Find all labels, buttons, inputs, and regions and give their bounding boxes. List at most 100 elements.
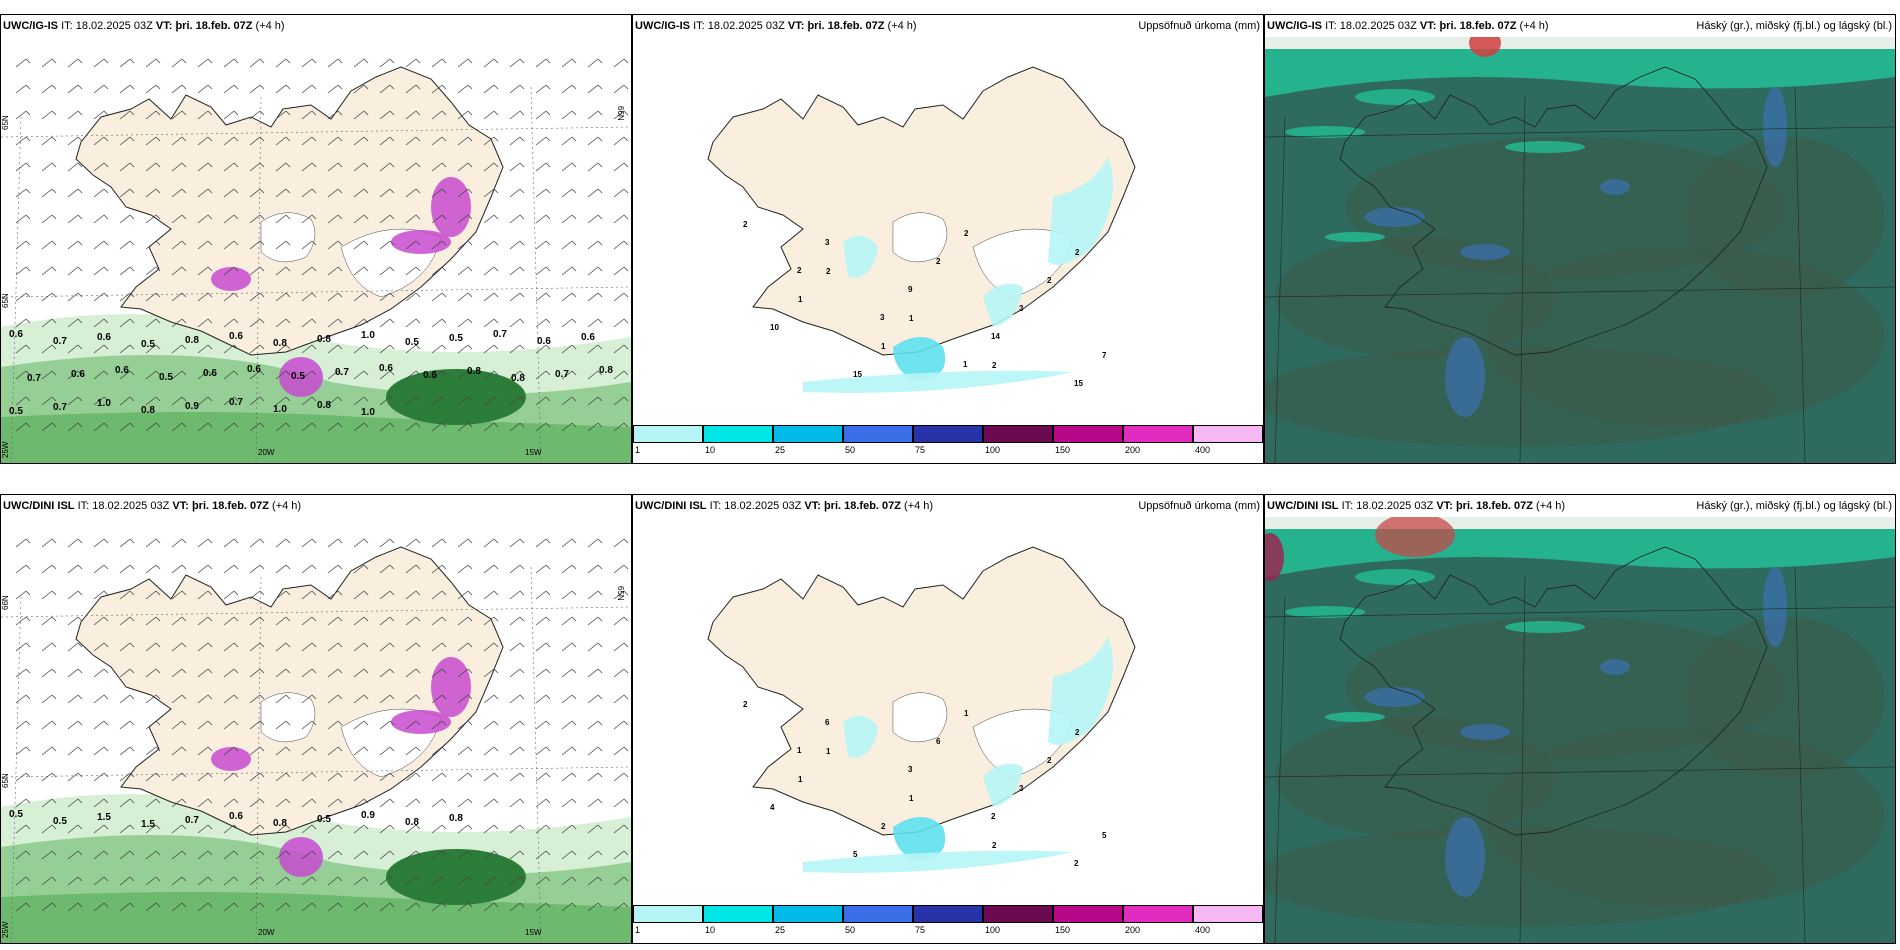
colorbar-label: 10: [705, 445, 716, 455]
wind-barb-flag: [25, 902, 31, 908]
wind-barb-flag: [77, 396, 83, 402]
wind-barb: [405, 538, 417, 548]
wind-barb-flag: [285, 422, 291, 428]
wind-barb: [561, 590, 573, 600]
wind-barb: [509, 188, 521, 198]
wind-barb-flag: [155, 370, 161, 376]
wind-barb: [249, 344, 261, 354]
it-value: 18.02.2025 03Z: [75, 20, 153, 32]
wind-barb-flag: [155, 292, 161, 298]
wind-barb-flag: [181, 344, 187, 350]
wind-barb: [171, 58, 183, 68]
coastline-group: [1339, 546, 1768, 836]
wind-barb-flag: [415, 694, 421, 700]
wind-barb: [171, 824, 183, 834]
wind-barb: [405, 590, 417, 600]
wind-barb: [379, 902, 391, 912]
wind-barb-flag: [311, 564, 317, 570]
wind-barb-flag: [363, 772, 369, 778]
wind-barb: [145, 850, 157, 860]
wind-barb-flag: [363, 850, 369, 856]
wind-barb-flag: [441, 188, 447, 194]
low-cloud-streak: [1600, 659, 1630, 675]
wind-barb: [561, 396, 573, 406]
coastline-group: [1339, 66, 1768, 356]
wind-barb-flag: [103, 564, 109, 570]
wind-barb-flag: [493, 850, 499, 856]
colorbar-swatch: [913, 425, 983, 443]
wind-barb-flag: [285, 538, 291, 544]
wind-barb-flag: [623, 188, 629, 194]
wind-barb-flag: [77, 876, 83, 882]
wind-barb-flag: [207, 188, 213, 194]
wind-barb-flag: [363, 746, 369, 752]
wind-barb-flag: [493, 422, 499, 428]
wind-barb-flag: [415, 772, 421, 778]
wind-barb-flag: [51, 422, 57, 428]
wind-barb-flag: [571, 344, 577, 350]
wind-barb: [119, 668, 131, 678]
wind-barb: [67, 902, 79, 912]
wind-barb-flag: [311, 110, 317, 116]
wind-barb: [15, 564, 27, 574]
wind-barb-flag: [233, 266, 239, 272]
wind-barb: [145, 668, 157, 678]
wind-barb-flag: [519, 876, 525, 882]
wind-barb: [379, 694, 391, 704]
wind-barb-flag: [597, 616, 603, 622]
wind-barb: [587, 240, 599, 250]
wind-barb-flag: [233, 772, 239, 778]
wind-barb: [457, 318, 469, 328]
wind-barb: [483, 538, 495, 548]
wind-barb-flag: [545, 642, 551, 648]
wind-barb-flag: [51, 370, 57, 376]
wind-barb: [41, 694, 53, 704]
wind-barb-flag: [207, 344, 213, 350]
wind-barb: [535, 266, 547, 276]
wind-barb-flag: [25, 422, 31, 428]
wind-barb: [561, 136, 573, 146]
wind-barb: [327, 370, 339, 380]
wind-barb-flag: [441, 876, 447, 882]
wind-barb-flag: [129, 188, 135, 194]
wind-barb: [67, 538, 79, 548]
wind-barb: [353, 876, 365, 886]
colorbar-swatch: [983, 905, 1053, 923]
wind-barb-flag: [311, 240, 317, 246]
wind-barb: [587, 292, 599, 302]
wind-barb: [561, 344, 573, 354]
wind-barb-flag: [415, 240, 421, 246]
colorbar-swatch: [703, 425, 773, 443]
wind-barb: [483, 642, 495, 652]
wind-barb: [405, 370, 417, 380]
wind-barb-flag: [623, 850, 629, 856]
wind-value-label: 0.7: [27, 373, 41, 384]
wind-barb: [587, 344, 599, 354]
wind-barb-flag: [51, 240, 57, 246]
wind-value-label: 0.8: [141, 405, 155, 416]
wind-barb: [171, 694, 183, 704]
wind-barb-flag: [571, 746, 577, 752]
wind-barb-flag: [285, 214, 291, 220]
grid-label: 15W: [525, 448, 542, 457]
wind-barb: [15, 422, 27, 432]
wind-barb: [119, 798, 131, 808]
wind-barb: [587, 746, 599, 756]
wind-barb: [613, 240, 625, 250]
wind-barb-flag: [467, 746, 473, 752]
wind-barb-flag: [285, 902, 291, 908]
wind-barb: [587, 162, 599, 172]
vt-label: VT:: [787, 20, 805, 32]
wind-barb-flag: [519, 798, 525, 804]
wind-barb-flag: [363, 642, 369, 648]
wind-barb: [379, 564, 391, 574]
wind-barb: [67, 876, 79, 886]
wind-barb-flag: [233, 642, 239, 648]
wind-barb-flag: [77, 318, 83, 324]
wind-barb-flag: [155, 318, 161, 324]
wind-barb: [561, 318, 573, 328]
wind-barb: [15, 720, 27, 730]
wind-barb: [405, 798, 417, 808]
wind-barb-flag: [285, 162, 291, 168]
wind-barb: [327, 798, 339, 808]
